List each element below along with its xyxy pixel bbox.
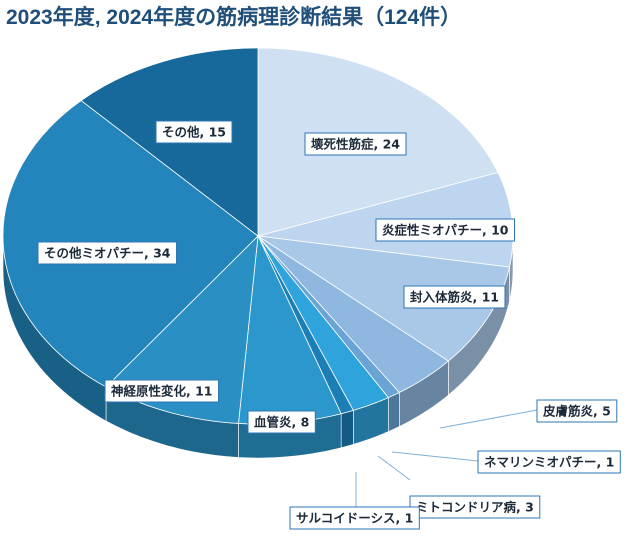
data-label: 壊死性筋症, 24 <box>304 132 407 156</box>
data-label-text: 皮膚筋炎, 5 <box>542 404 611 419</box>
data-label: ミトコンドリア病, 3 <box>409 495 541 519</box>
data-label-box <box>104 379 219 403</box>
data-label-box <box>536 399 618 423</box>
pie-side-wall <box>388 391 400 433</box>
data-label-box <box>477 450 621 474</box>
data-label-box <box>289 506 420 530</box>
data-label-box <box>37 241 177 265</box>
data-label-text: その他ミオパチー, 34 <box>44 246 171 261</box>
data-label: 神経原性変化, 11 <box>104 379 219 403</box>
leader-line <box>439 409 538 429</box>
data-label-box <box>155 120 233 144</box>
data-label: 封入体筋炎, 11 <box>403 285 506 309</box>
data-label: 皮膚筋炎, 5 <box>536 399 618 423</box>
pie-slice <box>257 235 510 362</box>
leader-line <box>377 455 411 481</box>
data-label-text: ネマリンミオパチー, 1 <box>484 455 614 470</box>
data-label-text: 壊死性筋症, 24 <box>311 137 400 152</box>
data-label-text: ミトコンドリア病, 3 <box>416 500 534 515</box>
data-label-text: サルコイドーシス, 1 <box>296 511 413 526</box>
chart-title: 2023年度, 2024年度の筋病理診断結果（124件） <box>6 5 461 29</box>
data-label-box <box>304 132 407 156</box>
pie-data-labels: 壊死性筋症, 24 炎症性ミオパチー, 10 封入体筋炎, 11 皮膚筋炎, 5 ネマリ… <box>37 120 621 530</box>
data-label-box <box>247 410 316 434</box>
data-label: その他ミオパチー, 34 <box>37 241 177 265</box>
data-label-text: 血管炎, 8 <box>254 415 309 430</box>
data-label-text: その他, 15 <box>162 125 226 140</box>
data-label-box <box>403 285 506 309</box>
data-label: サルコイドーシス, 1 <box>289 506 420 530</box>
data-label: 血管炎, 8 <box>247 410 316 434</box>
pie-side-wall <box>340 409 354 449</box>
data-label-box <box>375 218 515 242</box>
data-label: その他, 15 <box>155 120 233 144</box>
data-label-text: 封入体筋炎, 11 <box>410 290 499 305</box>
data-label: ネマリンミオパチー, 1 <box>477 450 621 474</box>
leader-line <box>391 451 479 462</box>
data-label-text: 炎症性ミオパチー, 10 <box>382 223 509 238</box>
data-label: 炎症性ミオパチー, 10 <box>375 218 515 242</box>
data-label-text: 神経原性変化, 11 <box>111 384 213 399</box>
